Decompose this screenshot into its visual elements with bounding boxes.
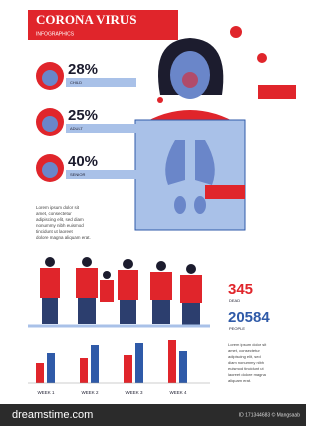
person xyxy=(180,275,202,303)
avatar-face xyxy=(42,162,58,178)
bar xyxy=(168,340,176,383)
percent: 40% xyxy=(68,153,98,170)
callout xyxy=(258,85,296,99)
legs xyxy=(120,300,136,324)
head xyxy=(103,271,111,279)
percent: 28% xyxy=(68,61,98,78)
week-label: WEEK 3 xyxy=(125,390,143,395)
avatar-face xyxy=(42,116,58,132)
head xyxy=(45,257,55,267)
legs xyxy=(182,303,200,325)
week-label: WEEK 1 xyxy=(37,390,55,395)
virus xyxy=(157,97,163,103)
bar xyxy=(80,358,88,383)
bar xyxy=(36,363,44,383)
group-label: ADULT xyxy=(70,126,83,131)
brand: dreamstime.com xyxy=(12,409,93,421)
cough xyxy=(182,72,198,88)
xray-board xyxy=(135,120,245,230)
head xyxy=(186,264,196,274)
bar xyxy=(135,343,143,383)
head xyxy=(156,261,166,271)
bar xyxy=(47,353,55,383)
image-id: ID 171344683 © Mangsaab xyxy=(239,411,300,418)
title: CORONA VIRUS xyxy=(36,12,137,27)
avatar-face xyxy=(42,70,58,86)
stat-label: PEOPLE xyxy=(229,326,245,331)
person xyxy=(118,270,138,300)
week-label: WEEK 4 xyxy=(169,390,187,395)
stat-number: 345 xyxy=(228,281,253,298)
group-label: CHILD xyxy=(70,80,82,85)
kidney xyxy=(194,196,206,214)
legs xyxy=(152,300,170,324)
callout xyxy=(205,185,245,199)
bar xyxy=(124,355,132,383)
percent: 25% xyxy=(68,107,98,124)
legs xyxy=(78,298,96,324)
person xyxy=(100,280,114,302)
head xyxy=(123,259,133,269)
virus xyxy=(257,53,267,63)
legs xyxy=(42,298,58,324)
person xyxy=(40,268,60,298)
kidney xyxy=(174,196,186,214)
bar xyxy=(91,345,99,383)
stat-number: 20584 xyxy=(228,309,270,326)
person xyxy=(76,268,98,298)
bar xyxy=(179,351,187,383)
group-label: SENIOR xyxy=(70,172,85,177)
stat-label: DEAD xyxy=(229,298,240,303)
infographic: CORONA VIRUS INFOGRAPHICS xyxy=(0,0,306,426)
subtitle: INFOGRAPHICS xyxy=(36,31,75,37)
person xyxy=(150,272,172,300)
virus xyxy=(230,26,242,38)
head xyxy=(82,257,92,267)
week-label: WEEK 2 xyxy=(81,390,99,395)
